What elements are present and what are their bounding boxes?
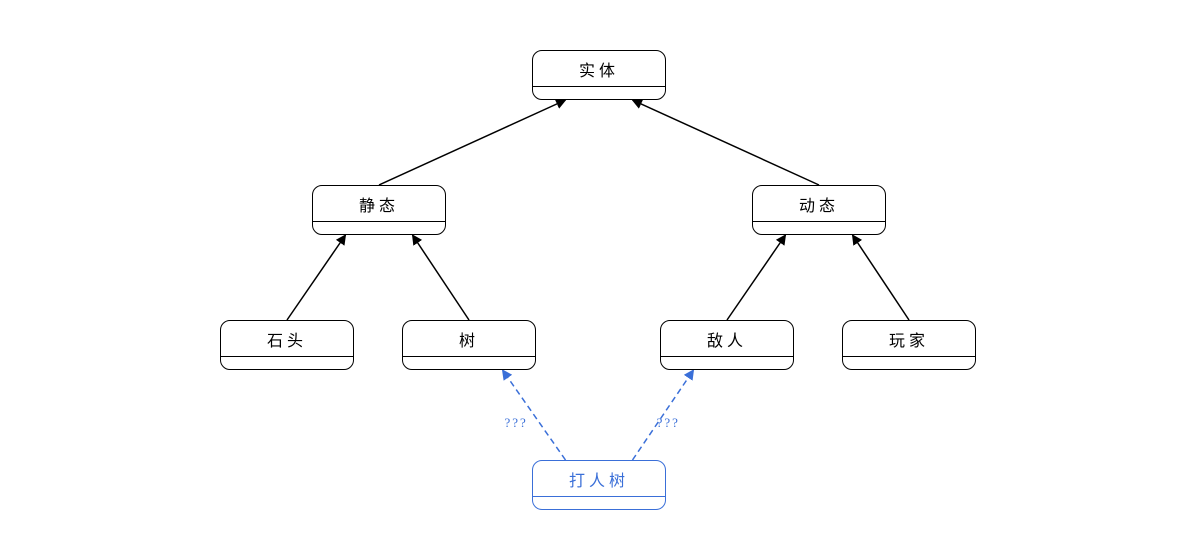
edge-label: ???: [657, 415, 680, 431]
node-hittree: 打人树: [532, 460, 666, 510]
node-label: 打人树: [533, 467, 665, 491]
node-divider: [221, 356, 353, 357]
node-tree: 树: [402, 320, 536, 370]
node-divider: [843, 356, 975, 357]
node-enemy: 敌人: [660, 320, 794, 370]
node-divider: [533, 496, 665, 497]
edge-enemy-to-dynamic: [727, 235, 786, 320]
edge-dynamic-to-entity: [633, 100, 820, 185]
edge-label: ???: [505, 415, 528, 431]
diagram-stage: 实体静态 动态石头 树 敌人 玩家打人树 ??????: [0, 0, 1198, 550]
node-label: 动态: [753, 192, 885, 216]
edge-tree-to-static: [413, 235, 470, 320]
node-divider: [313, 221, 445, 222]
node-divider: [533, 86, 665, 87]
node-label: 石头: [221, 327, 353, 351]
node-label: 玩家: [843, 327, 975, 351]
node-entity: 实体: [532, 50, 666, 100]
node-static: 静态: [312, 185, 446, 235]
node-divider: [753, 221, 885, 222]
node-label: 静态: [313, 192, 445, 216]
node-divider: [661, 356, 793, 357]
node-label: 树: [403, 327, 535, 351]
edge-rock-to-static: [287, 235, 346, 320]
node-player: 玩家: [842, 320, 976, 370]
node-divider: [403, 356, 535, 357]
node-label: 敌人: [661, 327, 793, 351]
node-dynamic: 动态: [752, 185, 886, 235]
edge-static-to-entity: [379, 100, 566, 185]
edge-player-to-dynamic: [853, 235, 910, 320]
node-rock: 石头: [220, 320, 354, 370]
node-label: 实体: [533, 57, 665, 81]
